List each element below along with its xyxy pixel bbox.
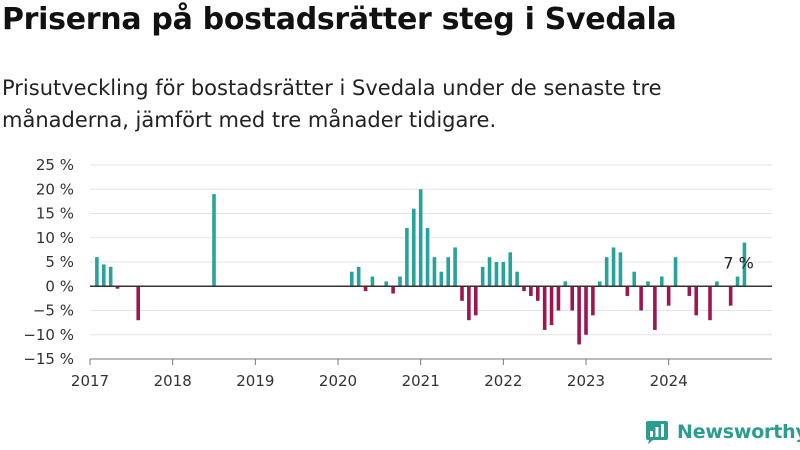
y-tick-label: 0 % <box>45 277 74 295</box>
x-tick-label: 2024 <box>650 372 688 390</box>
bar <box>611 247 616 287</box>
grid-lines <box>90 164 772 360</box>
bar <box>136 286 141 321</box>
bar <box>535 286 540 301</box>
x-tick-label: 2021 <box>402 372 440 390</box>
bar <box>453 247 457 287</box>
bar <box>501 262 506 287</box>
bar <box>735 276 740 287</box>
y-tick-label: −10 % <box>23 326 74 344</box>
bar <box>584 286 588 335</box>
y-tick-label: 5 % <box>45 253 74 271</box>
x-tick-label: 2020 <box>319 372 357 390</box>
bar <box>673 257 678 287</box>
bar <box>529 286 533 296</box>
y-tick-label: 15 % <box>36 205 74 223</box>
y-tick-label: 20 % <box>36 180 74 198</box>
bar <box>460 286 464 301</box>
bar <box>687 286 692 296</box>
y-tick-label: −15 % <box>23 350 74 368</box>
bar <box>625 286 630 296</box>
newsworthy-logo-icon <box>646 421 668 444</box>
bar <box>418 189 423 287</box>
bar <box>728 286 733 306</box>
x-tick-label: 2017 <box>71 372 109 390</box>
bar <box>356 266 361 287</box>
bar <box>101 264 106 287</box>
bar <box>542 286 547 330</box>
bar <box>391 286 395 294</box>
annotations: 7 % <box>723 254 753 273</box>
bar <box>659 276 664 287</box>
bar <box>570 286 575 311</box>
bar <box>597 281 602 287</box>
bar <box>508 252 513 287</box>
bar <box>115 286 120 289</box>
bar <box>563 281 568 287</box>
bar <box>715 281 719 287</box>
bar <box>95 257 99 287</box>
bar <box>708 286 712 321</box>
bar <box>480 266 485 287</box>
bar <box>742 242 747 287</box>
bar <box>108 266 113 287</box>
bar <box>432 257 437 287</box>
x-tick-label: 2022 <box>484 372 522 390</box>
x-tick-label: 2018 <box>154 372 192 390</box>
brand[interactable]: Newsworthy <box>644 418 800 446</box>
bar <box>522 286 526 292</box>
chart-title: Priserna på bostadsrätter steg i Svedala <box>2 2 677 37</box>
bar <box>556 286 561 311</box>
bar <box>591 286 595 316</box>
bars <box>95 189 747 345</box>
y-tick-label: −5 % <box>33 302 74 320</box>
bar <box>439 271 444 287</box>
bar <box>653 286 657 330</box>
bar <box>632 271 637 287</box>
y-tick-label: 10 % <box>36 229 74 247</box>
bar <box>646 281 650 287</box>
data-label: 7 % <box>723 254 753 273</box>
bar <box>549 286 554 326</box>
bar <box>446 257 451 287</box>
bar <box>473 286 478 316</box>
x-tick-label: 2019 <box>236 372 274 390</box>
bar <box>411 208 416 287</box>
bar <box>618 252 623 287</box>
bar <box>405 228 409 287</box>
bar <box>666 286 671 306</box>
x-axis: 2017 2018 2019 2020 2021 2022 2023 2024 <box>71 285 772 390</box>
bar <box>515 271 519 287</box>
bar <box>398 276 402 287</box>
bar <box>639 286 643 311</box>
bar <box>494 262 499 287</box>
bar <box>694 286 699 316</box>
bar <box>425 228 430 287</box>
chart-subtitle: Prisutveckling för bostadsrätter i Sveda… <box>2 76 662 132</box>
bar <box>363 286 368 292</box>
bar <box>487 257 492 287</box>
bar <box>212 194 216 287</box>
bar <box>467 286 471 321</box>
bar <box>384 281 389 287</box>
x-tick-label: 2023 <box>567 372 605 390</box>
bar <box>370 276 375 287</box>
bar <box>349 271 354 287</box>
brand-name: Newsworthy <box>677 421 800 443</box>
bar <box>604 257 609 287</box>
y-tick-label: 25 % <box>36 156 74 174</box>
y-axis: 25 % 20 % 15 % 10 % 5 % 0 % −5 % −10 % −15 % <box>23 156 74 368</box>
bar <box>577 286 581 345</box>
